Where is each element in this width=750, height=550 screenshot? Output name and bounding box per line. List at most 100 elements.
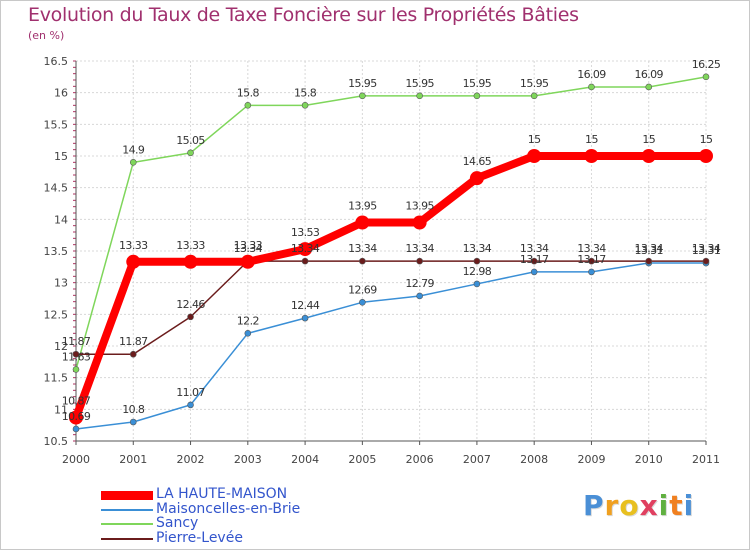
data-label-la-haute-maison: 15	[528, 133, 541, 146]
data-point-sancy	[588, 83, 595, 91]
grid	[76, 60, 707, 442]
y-tick-label: 15	[54, 150, 68, 163]
data-point-sancy	[702, 73, 710, 81]
data-point-la-haute-maison	[355, 215, 370, 230]
data-label-pierre-levee: 13.34	[634, 242, 663, 255]
logo-letter: o	[619, 489, 640, 522]
data-label-sancy: 15.95	[520, 77, 549, 90]
legend-item-la-haute-maison: LA HAUTE-MAISON	[101, 486, 421, 503]
legend-swatch-maisoncelles-en-brie	[101, 509, 153, 511]
data-label-pierre-levee: 13.34	[348, 242, 377, 255]
data-label-pierre-levee: 13.34	[520, 242, 549, 255]
data-point-pierre-levee	[129, 350, 137, 358]
data-label-pierre-levee: 13.34	[577, 242, 606, 255]
data-label-maisoncelles-en-brie: 12.69	[348, 283, 377, 296]
data-label-maisoncelles-en-brie: 12.2	[237, 314, 259, 327]
data-label-maisoncelles-en-brie: 12.44	[291, 299, 320, 312]
data-point-maisoncelles-en-brie	[72, 425, 80, 433]
data-labels: 10.69 10.8 11.07 12.2 12.44 12.69 12.79 12.98 13…	[62, 58, 722, 423]
x-tick-label: 2000	[62, 453, 90, 466]
legend-label-maisoncelles-en-brie: Maisoncelles-en-Brie	[156, 501, 301, 517]
data-point-sancy	[187, 149, 194, 157]
data-point-pierre-levee	[72, 350, 80, 358]
y-tick-label: 12.5	[44, 308, 69, 321]
data-point-maisoncelles-en-brie	[473, 280, 481, 288]
data-label-pierre-levee: 13.34	[463, 242, 492, 255]
data-label-pierre-levee: 11.87	[119, 335, 148, 348]
data-label-sancy: 15.95	[463, 77, 492, 90]
data-label-la-haute-maison: 13.95	[405, 200, 434, 213]
y-tick-label: 13	[54, 277, 68, 290]
data-label-maisoncelles-en-brie: 12.79	[405, 277, 434, 290]
data-label-maisoncelles-en-brie: 13.31	[692, 244, 721, 257]
data-point-la-haute-maison	[298, 242, 313, 257]
data-point-sancy	[359, 92, 366, 100]
data-point-la-haute-maison	[527, 149, 542, 163]
legend-swatch-pierre-levee	[101, 538, 153, 540]
legend-item-maisoncelles-en-brie: Maisoncelles-en-Brie	[101, 501, 421, 518]
data-label-sancy: 15.95	[348, 77, 377, 90]
y-tick-label: 14.5	[44, 182, 69, 195]
data-label-sancy: 11.63	[62, 350, 91, 363]
data-label-la-haute-maison: 15	[585, 133, 598, 146]
chart-subtitle: (en %)	[28, 29, 65, 42]
data-point-maisoncelles-en-brie	[530, 268, 538, 276]
data-label-la-haute-maison: 15	[700, 133, 713, 146]
data-label-maisoncelles-en-brie: 11.07	[176, 386, 205, 399]
data-point-la-haute-maison	[183, 254, 198, 269]
data-point-pierre-levee	[588, 257, 595, 265]
data-label-pierre-levee: 13.34	[291, 242, 320, 255]
data-point-pierre-levee	[530, 257, 538, 265]
data-point-sancy	[645, 83, 653, 91]
data-point-pierre-levee	[645, 257, 653, 265]
data-point-maisoncelles-en-brie	[187, 401, 194, 409]
data-point-sancy	[72, 366, 80, 373]
data-label-la-haute-maison: 14.65	[463, 155, 492, 168]
data-point-la-haute-maison	[641, 149, 656, 163]
data-point-sancy	[416, 92, 423, 100]
x-tick-label: 2010	[635, 453, 663, 466]
x-tick-label: 2002	[177, 453, 205, 466]
series-line-pierre-levee	[76, 260, 706, 355]
data-point-la-haute-maison	[240, 254, 255, 269]
data-point-sancy	[129, 159, 137, 166]
legend-item-sancy: Sancy	[101, 515, 421, 532]
x-tick-label: 2005	[348, 453, 376, 466]
logo-letter: x	[639, 489, 659, 522]
legend-label-la-haute-maison: LA HAUTE-MAISON	[156, 486, 288, 502]
data-label-sancy: 15.95	[405, 77, 434, 90]
data-label-la-haute-maison: 13.95	[348, 200, 377, 213]
y-tick-label: 14	[54, 213, 68, 226]
data-point-la-haute-maison	[69, 410, 83, 425]
data-point-maisoncelles-en-brie	[129, 418, 137, 426]
data-label-la-haute-maison: 10.87	[62, 395, 91, 408]
series-line-maisoncelles-en-brie	[75, 262, 706, 430]
data-point-pierre-levee	[187, 313, 194, 321]
x-tick-label: 2007	[463, 453, 491, 466]
x-tick-label: 2009	[577, 453, 605, 466]
series-line-sancy	[75, 76, 707, 370]
logo-letter: i	[658, 489, 670, 522]
data-point-pierre-levee	[416, 257, 423, 265]
data-point-la-haute-maison	[412, 215, 427, 230]
logo-letter: r	[604, 489, 620, 522]
data-label-maisoncelles-en-brie: 13.17	[577, 253, 606, 266]
y-tick-label: 11.5	[44, 372, 69, 385]
data-label-pierre-levee: 13.34	[234, 242, 263, 255]
data-label-sancy: 16.09	[577, 68, 606, 81]
series-line-la-haute-maison	[72, 152, 706, 419]
series	[69, 73, 713, 433]
data-label-maisoncelles-en-brie: 13.17	[520, 253, 549, 266]
data-point-pierre-levee	[301, 257, 309, 265]
data-label-pierre-levee: 13.34	[405, 242, 434, 255]
legend-label-pierre-levee: Pierre-Levée	[156, 530, 243, 546]
data-point-sancy	[244, 102, 252, 109]
y-tick-label: 15.5	[44, 118, 69, 131]
data-point-pierre-levee	[473, 257, 481, 265]
y-tick-label: 13.5	[44, 245, 69, 258]
logo-letter: i	[683, 489, 695, 522]
legend-swatch-sancy	[101, 523, 153, 525]
data-label-sancy: 15.8	[237, 86, 260, 99]
data-label-sancy: 15.05	[176, 134, 205, 147]
logo-letter: t	[669, 489, 684, 522]
